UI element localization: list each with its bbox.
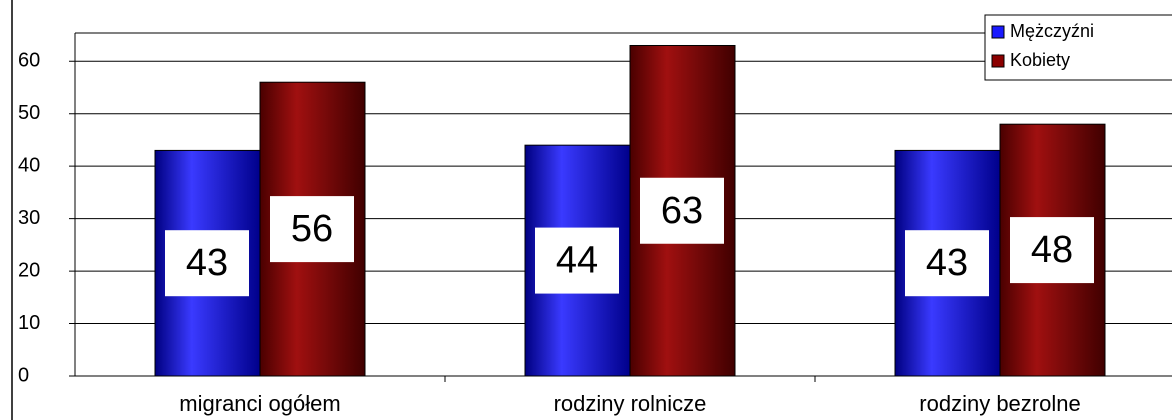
legend-swatch [991, 25, 1005, 39]
legend-label: Kobiety [1010, 50, 1070, 70]
value-label: 63 [661, 190, 703, 232]
y-tick-label: 10 [18, 312, 40, 334]
value-label: 48 [1031, 229, 1073, 271]
y-tick-label: 0 [18, 364, 29, 386]
x-tick-label: rodziny rolnicze [554, 391, 707, 416]
y-tick-label: 50 [18, 102, 40, 124]
value-label-box [905, 230, 989, 297]
value-label-box [535, 227, 619, 294]
x-tick-label: rodziny bezrolne [919, 391, 1080, 416]
value-label-box [640, 177, 724, 244]
value-label-box [165, 230, 249, 297]
legend-box [984, 14, 1172, 81]
legend-swatch [991, 54, 1005, 68]
value-label: 56 [291, 208, 333, 250]
value-label-box [270, 196, 354, 263]
value-label: 43 [926, 242, 968, 284]
y-tick-label: 40 [18, 154, 40, 176]
legend-label: Mężczyźni [1010, 21, 1094, 41]
value-label: 43 [186, 242, 228, 284]
y-tick-label: 30 [18, 207, 40, 229]
y-tick-label: 60 [18, 50, 40, 72]
x-tick-label: migranci ogółem [179, 391, 340, 416]
value-label-box [1010, 217, 1094, 284]
value-label: 44 [556, 240, 598, 282]
y-tick-label: 20 [18, 259, 40, 281]
